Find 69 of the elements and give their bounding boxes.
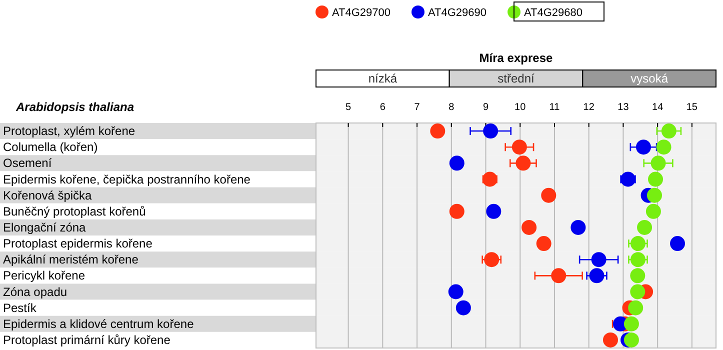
- y-tick-label: Osemení: [3, 156, 52, 170]
- point: [448, 284, 464, 300]
- y-tick-label: Epidermis kořene, čepička postranního kořene: [3, 172, 251, 186]
- point: [646, 188, 662, 203]
- point: [516, 156, 531, 171]
- y-tick-label: Pestík: [3, 300, 38, 315]
- y-tick-label: Elongační zóna: [3, 220, 86, 234]
- point: [536, 236, 552, 252]
- point: [456, 300, 471, 316]
- y-tick-label: Protoplast epidermis kořene: [3, 236, 153, 251]
- point: [603, 332, 618, 348]
- x-tick-label: 11: [549, 102, 560, 113]
- x-tick-label: 7: [414, 102, 420, 113]
- y-tick-label: Pericykl kořene: [3, 268, 86, 283]
- point: [541, 188, 556, 203]
- expression-scale-box: nízká: [316, 70, 450, 88]
- x-tick-label: 5: [346, 102, 352, 113]
- legend-label: AT4G29700: [332, 7, 391, 19]
- x-tick-label: 8: [448, 102, 455, 113]
- point: [628, 300, 644, 316]
- point: [624, 332, 639, 348]
- point: [648, 172, 664, 187]
- point: [484, 252, 500, 268]
- y-tick-label: Columella (kořen): [3, 140, 98, 154]
- point: [637, 220, 652, 235]
- point: [624, 316, 639, 332]
- legend-label: AT4G29690: [428, 7, 487, 19]
- point: [646, 204, 661, 219]
- y-tick-label: Kořenová špička: [3, 188, 92, 202]
- x-tick-label: 13: [618, 102, 630, 113]
- point: [630, 268, 646, 284]
- point: [636, 140, 651, 155]
- text: Míra exprese: [479, 51, 554, 65]
- text: Arabidopsis thaliana: [15, 100, 134, 114]
- point: [630, 236, 646, 252]
- point: [630, 284, 646, 300]
- point: [620, 172, 636, 187]
- y-tick-label: Zóna opadu: [3, 284, 68, 299]
- point: [570, 220, 586, 235]
- point: [449, 156, 464, 171]
- point: [630, 252, 646, 268]
- x-tick-label: 12: [583, 102, 595, 113]
- y-tick-label: Protoplast primární kůry kořene: [3, 332, 171, 347]
- expression-scale-box: střední: [448, 70, 584, 88]
- y-tick-label: Buněčný protoplast kořenů: [3, 204, 146, 218]
- x-tick-label: 9: [482, 102, 489, 113]
- point: [551, 268, 566, 284]
- x-tick-label: 10: [514, 102, 526, 113]
- point: [482, 172, 498, 187]
- x-tick-label: 15: [686, 102, 698, 113]
- x-tick-label: 6: [380, 102, 386, 113]
- point: [512, 140, 527, 155]
- point: [591, 252, 606, 268]
- point: [449, 204, 464, 219]
- point: [589, 268, 604, 284]
- point: [656, 140, 672, 155]
- point: [522, 220, 537, 235]
- x-tick-label: 14: [652, 102, 664, 113]
- point: [486, 204, 502, 219]
- point: [483, 124, 498, 139]
- y-tick-label: Apikální meristém kořene: [3, 252, 139, 267]
- point: [670, 236, 686, 252]
- y-tick-label: Protoplast, xylém kořene: [3, 124, 136, 138]
- expression-scale-box: vysoká: [582, 70, 716, 88]
- point: [650, 156, 666, 171]
- legend-label: AT4G29680: [524, 7, 583, 19]
- y-tick-label: Epidermis a klidové centrum kořene: [3, 316, 194, 331]
- point: [430, 124, 446, 139]
- point: [661, 124, 676, 139]
